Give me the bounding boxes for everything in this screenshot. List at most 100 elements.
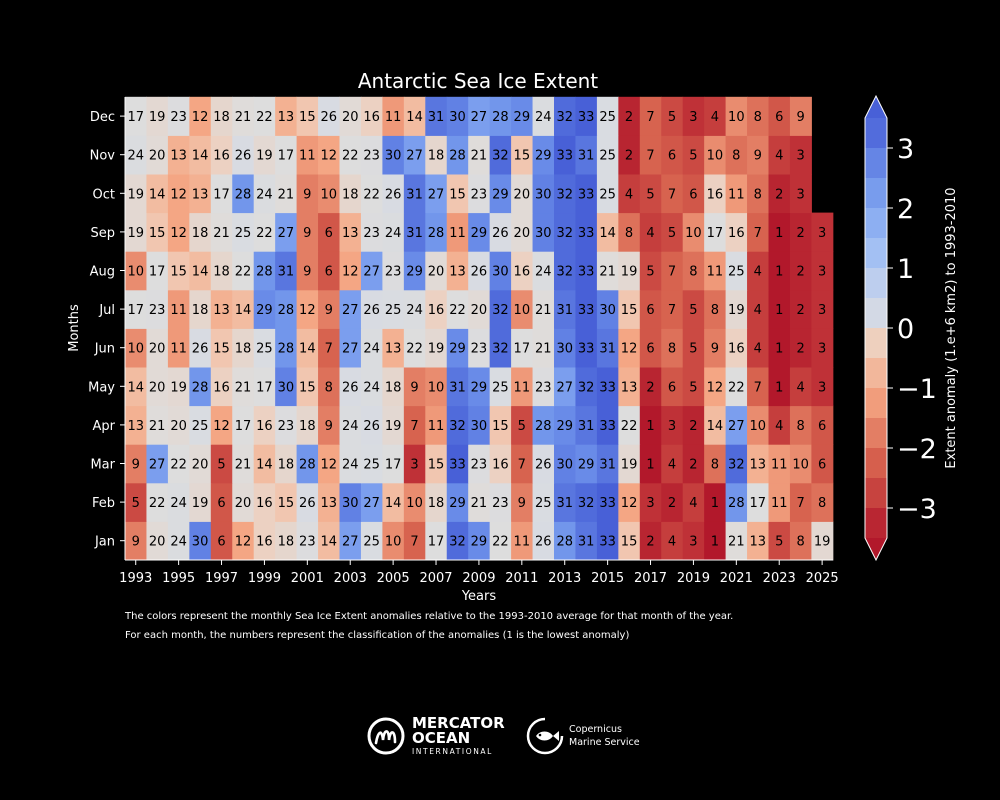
cell-rank-label: 4 [689, 496, 697, 511]
cell-rank-label: 22 [728, 380, 745, 395]
heatmap-cell [639, 96, 662, 136]
heatmap-cell [253, 521, 276, 561]
heatmap-cell [554, 212, 576, 252]
heatmap-cell [511, 135, 534, 175]
heatmap-cell [167, 289, 190, 329]
heatmap-cell [232, 96, 255, 136]
heatmap-cell [275, 174, 298, 214]
heatmap-cell [575, 174, 598, 214]
heatmap-cell [403, 96, 426, 136]
cell-rank-label: 18 [213, 265, 230, 280]
colorbar-outline [864, 94, 888, 562]
cell-rank-label: 31 [578, 535, 595, 550]
heatmap-cell [403, 328, 426, 368]
cell-rank-label: 23 [471, 187, 488, 202]
heatmap-cell [210, 521, 233, 561]
x-axis-label: Years [461, 589, 497, 600]
cell-rank-label: 10 [707, 149, 724, 164]
cell-rank-label: 16 [213, 380, 230, 395]
cell-rank-label: 26 [192, 342, 209, 357]
heatmap-cell [489, 174, 512, 214]
heatmap-cell [167, 521, 190, 561]
cell-rank-label: 8 [668, 342, 676, 357]
heatmap-cell [446, 444, 469, 484]
heatmap-cell [468, 174, 491, 214]
cell-rank-label: 21 [728, 535, 745, 550]
heatmap-cell [554, 289, 576, 329]
cell-rank-label: 8 [754, 110, 762, 125]
heatmap-cell [639, 328, 662, 368]
cell-rank-label: 25 [385, 303, 402, 318]
heatmap-cell [253, 251, 276, 291]
heatmap-cell [232, 328, 255, 368]
cell-rank-label: 27 [342, 535, 359, 550]
heatmap-cell [382, 174, 405, 214]
y-tick-label: Jul [98, 303, 115, 318]
heatmap-cell [468, 96, 491, 136]
heatmap-cell [704, 174, 727, 214]
heatmap-cell [210, 482, 233, 522]
heatmap-cell [339, 212, 362, 252]
cell-rank-label: 11 [514, 535, 531, 550]
cell-rank-label: 19 [385, 419, 402, 434]
cell-rank-label: 28 [299, 458, 316, 473]
cell-rank-label: 10 [728, 110, 745, 125]
heatmap-cell [146, 174, 169, 214]
cell-rank-label: 20 [514, 187, 531, 202]
y-tick-labels: Jan Feb Mar Apr May Jun Jul Aug Sep Oct Nov Dec [88, 110, 125, 550]
colorbar-segment [865, 328, 887, 359]
cell-rank-label: 17 [428, 535, 445, 550]
heatmap-cell [339, 251, 362, 291]
mercator-line2: OCEAN [412, 729, 471, 747]
heatmap-cell [425, 251, 448, 291]
cell-rank-label: 3 [689, 110, 697, 125]
heatmap-cell [768, 328, 791, 368]
colorbar-tick-labels: 3 2 1 0 −1 −2 −3 [887, 134, 937, 525]
cell-rank-label: 14 [235, 303, 252, 318]
heatmap-cell [639, 174, 662, 214]
cell-rank-label: 14 [192, 265, 209, 280]
cell-rank-label: 1 [775, 265, 783, 280]
cell-rank-label: 11 [728, 187, 745, 202]
heatmap-cell [661, 212, 684, 252]
heatmap-cell [403, 212, 426, 252]
cell-rank-label: 6 [217, 535, 225, 550]
y-tick-label: Dec [90, 110, 115, 125]
cell-rank-label: 18 [299, 419, 316, 434]
heatmap-cell [425, 174, 448, 214]
cell-rank-label: 30 [471, 419, 488, 434]
heatmap-cell [682, 405, 705, 445]
cell-rank-label: 25 [599, 187, 616, 202]
cell-rank-label: 5 [668, 110, 676, 125]
cell-rank-label: 21 [235, 380, 252, 395]
heatmap-cell [146, 212, 169, 252]
heatmap-cell [382, 367, 405, 407]
cell-rank-label: 23 [363, 226, 380, 241]
colorbar-min-extend [865, 538, 887, 560]
cell-rank-label: 14 [707, 419, 724, 434]
cell-rank-label: 27 [728, 419, 745, 434]
cell-rank-label: 23 [278, 419, 295, 434]
cell-rank-label: 11 [514, 380, 531, 395]
heatmap-cell [146, 328, 169, 368]
heatmap-cell [167, 405, 190, 445]
mercator-line3: INTERNATIONAL [412, 747, 493, 756]
cell-rank-label: 25 [728, 265, 745, 280]
heatmap-cell [511, 444, 534, 484]
cell-rank-label: 21 [535, 342, 552, 357]
heatmap-cell [661, 521, 684, 561]
heatmap-cell [661, 135, 684, 175]
heatmap-cell [596, 135, 619, 175]
cell-rank-label: 22 [406, 342, 423, 357]
cell-rank-label: 3 [818, 303, 826, 318]
heatmap-cell [511, 251, 534, 291]
cell-rank-label: 17 [213, 187, 230, 202]
heatmap-cell [789, 174, 812, 214]
heatmap-cell [468, 251, 491, 291]
cell-rank-label: 19 [127, 187, 144, 202]
heatmap-cell [532, 367, 555, 407]
cell-rank-label: 19 [192, 496, 209, 511]
heatmap-cell [596, 289, 619, 329]
cell-rank-label: 7 [646, 110, 654, 125]
heatmap-cell [403, 482, 426, 522]
